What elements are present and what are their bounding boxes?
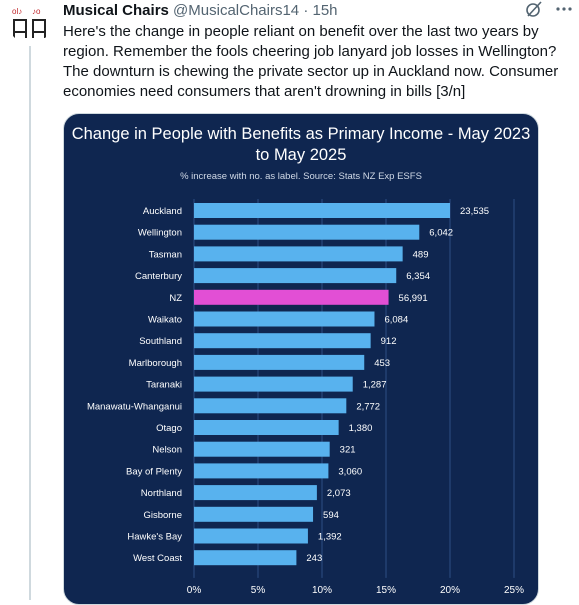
data-label: 594 xyxy=(323,510,339,521)
bar xyxy=(194,354,365,370)
category-label: Nelson xyxy=(152,445,182,456)
bar xyxy=(194,506,314,522)
category-label: Auckland xyxy=(143,206,182,217)
data-label: 912 xyxy=(381,336,397,347)
bar xyxy=(194,333,371,349)
bar xyxy=(194,376,353,392)
data-label: 321 xyxy=(340,445,356,456)
data-label: 243 xyxy=(306,553,322,564)
grok-icon[interactable] xyxy=(525,0,543,23)
header-actions xyxy=(525,0,573,23)
bar xyxy=(194,203,450,218)
data-label: 1,380 xyxy=(349,423,373,434)
x-tick-label: 15% xyxy=(376,585,396,596)
bar xyxy=(194,398,347,414)
category-label: Gisborne xyxy=(143,510,182,521)
category-label: Bay of Plenty xyxy=(126,466,182,477)
category-label: West Coast xyxy=(133,553,182,564)
category-label: Canterbury xyxy=(135,271,182,282)
chart-subtitle: % increase with no. as label. Source: St… xyxy=(180,171,422,182)
display-name[interactable]: Musical Chairs xyxy=(63,2,169,19)
avatar[interactable]: ol♪ ♪o xyxy=(8,0,52,44)
bar xyxy=(194,528,308,544)
category-label: NZ xyxy=(169,293,182,304)
chart-title: Change in People with Benefits as Primar… xyxy=(71,125,531,164)
data-label: 1,287 xyxy=(363,380,387,391)
x-tick-label: 5% xyxy=(251,585,266,596)
data-label: 56,991 xyxy=(399,293,428,304)
category-label: Marlborough xyxy=(129,358,182,369)
category-label: Northland xyxy=(141,488,182,499)
data-label: 453 xyxy=(374,358,390,369)
data-label: 23,535 xyxy=(460,206,489,217)
category-label: Otago xyxy=(156,423,182,434)
bar xyxy=(194,550,297,566)
data-label: 1,392 xyxy=(318,532,342,543)
tweet-text: Here's the change in people reliant on b… xyxy=(63,23,559,100)
data-label: 2,073 xyxy=(327,488,351,499)
bar-chart: 0% 5% 10% 15% 20% 25% Auckland 23,535 Wellington… xyxy=(87,199,524,596)
musical-chairs-avatar-icon: ol♪ ♪o xyxy=(8,0,52,44)
data-label: 6,354 xyxy=(406,271,430,282)
bar xyxy=(194,289,389,305)
data-label: 2,772 xyxy=(356,401,380,412)
separator: · xyxy=(303,2,309,19)
bar xyxy=(194,420,339,435)
bar xyxy=(194,224,420,240)
category-label: Hawke's Bay xyxy=(127,532,182,543)
data-label: 6,042 xyxy=(429,228,453,239)
data-label: 6,084 xyxy=(384,315,408,326)
thread-line xyxy=(29,46,31,600)
category-label: Taranaki xyxy=(146,380,182,391)
bar xyxy=(194,311,375,327)
category-label: Tasman xyxy=(149,249,182,260)
svg-text:ol♪: ol♪ xyxy=(12,7,22,16)
bar xyxy=(194,441,330,457)
x-tick-label: 20% xyxy=(440,585,460,596)
bar xyxy=(194,485,317,501)
x-tick-label: 25% xyxy=(504,585,524,596)
category-label: Southland xyxy=(139,336,182,347)
data-label: 489 xyxy=(413,249,429,260)
svg-text:♪o: ♪o xyxy=(32,7,41,16)
bar xyxy=(194,246,403,262)
chart-card[interactable]: Change in People with Benefits as Primar… xyxy=(63,113,539,605)
bar xyxy=(194,268,397,284)
x-tick-label: 10% xyxy=(312,585,332,596)
bar xyxy=(194,463,329,479)
category-label: Waikato xyxy=(148,315,182,326)
x-tick-label: 0% xyxy=(187,585,202,596)
category-label: Wellington xyxy=(138,228,182,239)
timestamp[interactable]: 15h xyxy=(312,2,338,19)
data-label: 3,060 xyxy=(338,466,362,477)
user-handle[interactable]: @MusicalChairs14 xyxy=(173,2,300,19)
category-label: Manawatu-Whanganui xyxy=(87,401,182,412)
tweet-header: Musical Chairs @MusicalChairs14 · 15h xyxy=(63,1,571,21)
more-icon[interactable] xyxy=(555,0,573,23)
